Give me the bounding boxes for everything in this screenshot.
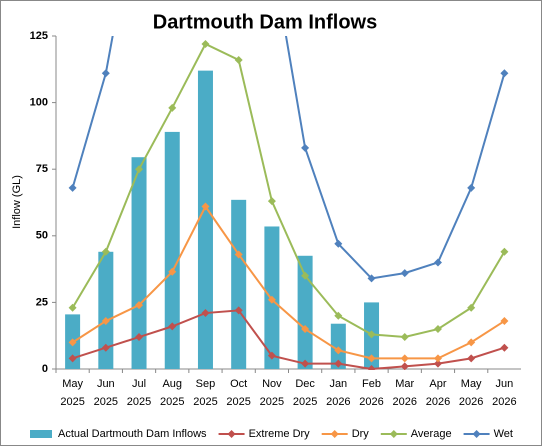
marker [135,165,144,174]
x-tick-label: Nov 2025 [260,378,284,408]
legend-marker [227,430,236,438]
marker [301,325,310,334]
marker [301,143,310,152]
marker [433,258,442,267]
y-tick-label: 50 [36,230,48,242]
marker [234,306,243,315]
marker [168,267,177,276]
marker [500,69,509,78]
marker [101,343,110,352]
marker [234,250,243,259]
marker [334,346,343,355]
marker [168,322,177,331]
marker [433,354,442,363]
marker [433,325,442,334]
marker [334,359,343,368]
bar [231,199,247,369]
legend-label: Wet [494,428,513,440]
marker [400,354,409,363]
legend-label: Actual Dartmouth Dam Inflows [58,428,207,440]
line [71,36,506,280]
marker [68,354,77,363]
marker [267,295,276,304]
marker [135,301,144,310]
legend-marker [472,430,481,438]
marker [201,202,210,211]
marker [433,359,442,368]
marker [234,55,243,64]
line [71,42,506,339]
x-tick-label: Jun 2026 [492,378,516,408]
marker [400,362,409,370]
marker [301,359,310,368]
marker [400,269,409,278]
x-tick-label: Oct 2025 [226,378,250,408]
legend-marker [330,430,339,438]
bar [131,157,147,369]
x-tick-label: Dec 2025 [293,378,317,408]
chart-title: Dartmouth Dam Inflows [153,11,377,33]
marker [68,183,77,192]
marker [68,303,77,312]
x-tick-label: May 2026 [459,378,483,408]
marker [168,103,177,112]
marker [367,330,376,339]
x-tick-label: Sep 2025 [193,378,217,408]
marker [334,239,343,248]
marker [400,333,409,342]
y-tick-label: 125 [30,30,48,42]
x-tick-label: May 2025 [60,378,84,408]
x-tick-label: Feb 2026 [359,378,383,408]
bar [164,131,180,369]
marker [201,309,210,318]
x-tick-label: Jan 2026 [326,378,350,408]
y-tick-label: 75 [36,163,48,175]
x-tick-label: Mar 2026 [393,378,417,408]
line [72,309,505,370]
bar [297,255,313,369]
marker [367,274,376,283]
legend-marker [389,430,398,438]
x-tick-label: Aug 2025 [160,378,184,408]
marker [135,333,144,342]
x-tick-label: Jun 2025 [94,378,118,408]
y-axis-label: Inflow (GL) [11,175,23,229]
marker [500,343,509,352]
marker [101,69,110,78]
marker [101,317,110,326]
legend-swatch [30,430,52,438]
marker [500,317,509,326]
y-tick-label: 25 [36,296,48,308]
marker [267,197,276,206]
marker [267,351,276,360]
marker [367,365,376,370]
marker [467,354,476,363]
legend-label: Average [411,428,452,440]
marker [367,354,376,363]
marker [467,183,476,192]
y-tick-label: 0 [42,363,48,375]
marker [467,338,476,347]
bar [98,251,114,369]
marker [101,247,110,256]
line [72,204,505,360]
bar [197,70,213,369]
plot-area [65,36,509,370]
marker [68,338,77,347]
marker [334,311,343,320]
marker [500,247,509,256]
x-tick-label: Jul 2025 [127,378,151,408]
legend-label: Dry [352,428,370,440]
marker [301,271,310,280]
marker [467,303,476,312]
y-tick-label: 100 [30,97,48,109]
legend-label: Extreme Dry [249,428,311,440]
x-tick-label: Apr 2026 [426,378,450,408]
marker [201,39,210,48]
